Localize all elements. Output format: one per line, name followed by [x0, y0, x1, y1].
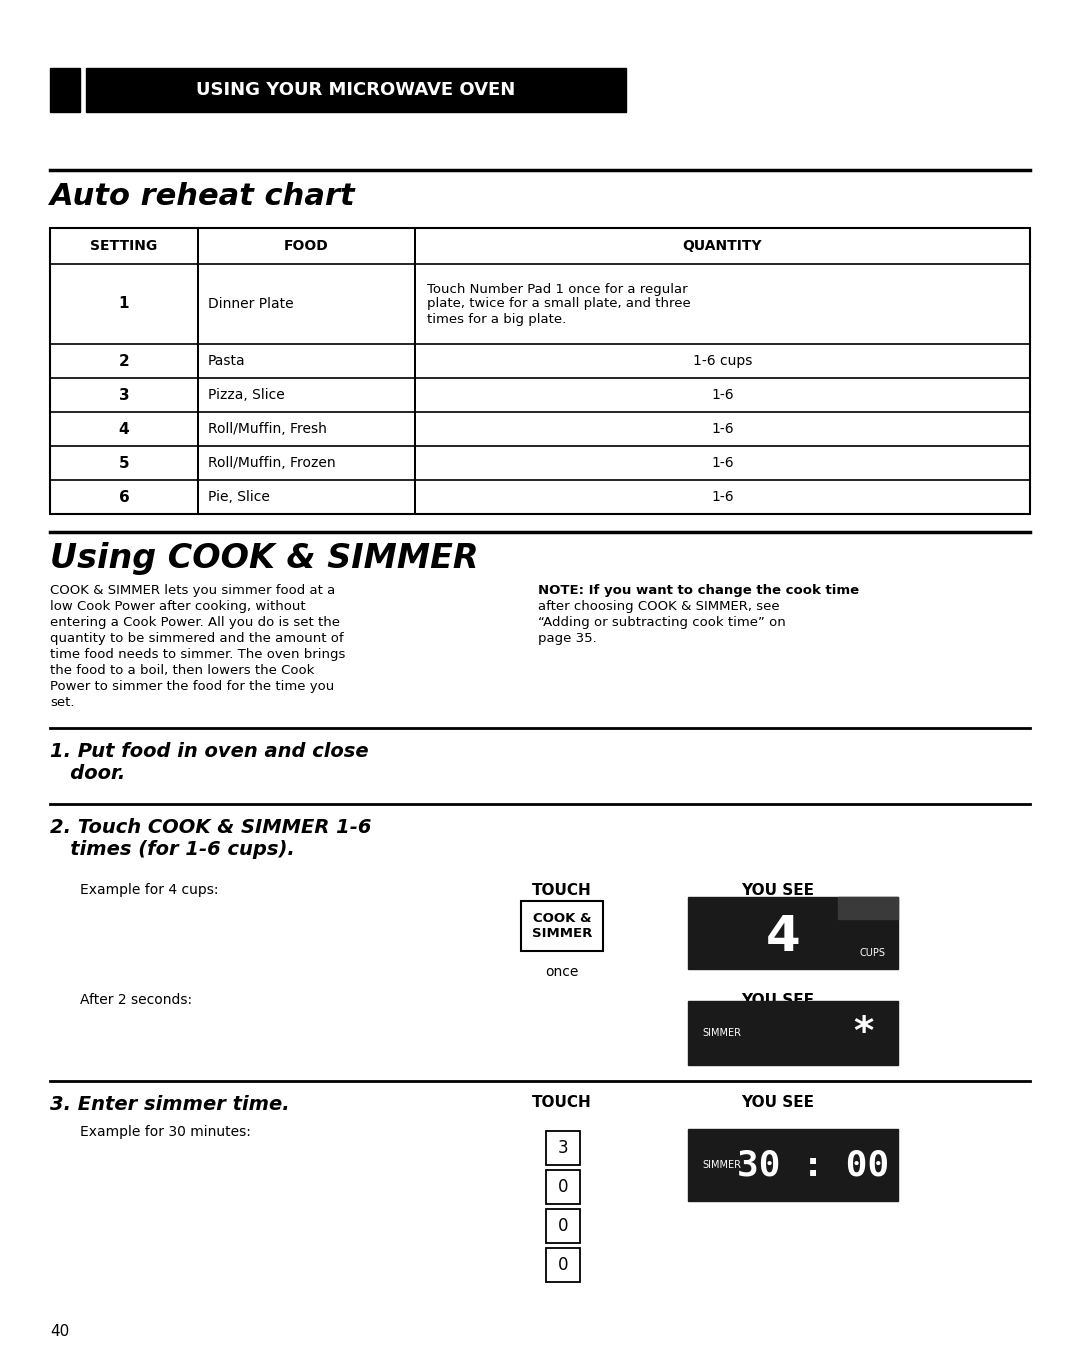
Text: 6: 6	[119, 489, 130, 504]
Text: Touch Number Pad 1 once for a regular: Touch Number Pad 1 once for a regular	[427, 283, 688, 295]
Text: after choosing COOK & SIMMER, see: after choosing COOK & SIMMER, see	[538, 600, 780, 612]
Text: 0: 0	[557, 1217, 568, 1234]
Text: Using COOK & SIMMER: Using COOK & SIMMER	[50, 541, 478, 576]
Text: Dinner Plate: Dinner Plate	[208, 297, 294, 312]
Text: TOUCH: TOUCH	[532, 883, 592, 898]
Bar	[546, 1248, 580, 1282]
Text: CUPS: CUPS	[860, 947, 886, 958]
Text: COOK & SIMMER lets you simmer food at a: COOK & SIMMER lets you simmer food at a	[50, 584, 335, 597]
Text: 1-6: 1-6	[712, 457, 733, 470]
Text: SIMMER: SIMMER	[531, 927, 592, 940]
Text: SIMMER: SIMMER	[702, 1161, 741, 1170]
Bar	[521, 901, 603, 951]
Text: *: *	[853, 1014, 873, 1053]
Text: Pizza, Slice: Pizza, Slice	[208, 388, 285, 402]
Text: set.: set.	[50, 696, 75, 709]
Text: 30 : 00: 30 : 00	[737, 1148, 889, 1182]
Text: 2. Touch COOK & SIMMER 1-6: 2. Touch COOK & SIMMER 1-6	[50, 817, 372, 837]
Text: 4: 4	[119, 421, 130, 436]
Text: NOTE: If you want to change the cook time: NOTE: If you want to change the cook tim…	[538, 584, 859, 597]
Bar	[688, 897, 897, 969]
Text: COOK &: COOK &	[532, 912, 591, 925]
Text: 1-6: 1-6	[712, 388, 733, 402]
Text: 3. Enter simmer time.: 3. Enter simmer time.	[50, 1095, 289, 1114]
Text: Pasta: Pasta	[208, 354, 245, 368]
Bar	[546, 1170, 580, 1204]
Text: the food to a boil, then lowers the Cook: the food to a boil, then lowers the Cook	[50, 664, 314, 677]
Text: low Cook Power after cooking, without: low Cook Power after cooking, without	[50, 600, 306, 612]
Text: FOOD: FOOD	[284, 239, 329, 253]
Text: times (for 1-6 cups).: times (for 1-6 cups).	[50, 839, 295, 858]
Bar	[688, 1001, 897, 1065]
Text: 0: 0	[557, 1256, 568, 1274]
Bar	[546, 1131, 580, 1165]
Text: QUANTITY: QUANTITY	[683, 239, 762, 253]
Text: Auto reheat chart: Auto reheat chart	[50, 182, 355, 211]
Text: 1-6: 1-6	[712, 489, 733, 504]
Text: page 35.: page 35.	[538, 632, 597, 645]
Text: Power to simmer the food for the time you: Power to simmer the food for the time yo…	[50, 679, 334, 693]
Text: YOU SEE: YOU SEE	[742, 883, 814, 898]
Text: SETTING: SETTING	[91, 239, 158, 253]
Text: TOUCH: TOUCH	[532, 1095, 592, 1110]
Text: door.: door.	[50, 764, 125, 783]
Text: 0: 0	[557, 1178, 568, 1196]
Text: 3: 3	[557, 1139, 568, 1156]
Bar	[86, 68, 626, 112]
Bar	[838, 897, 897, 919]
Text: Roll/Muffin, Fresh: Roll/Muffin, Fresh	[208, 422, 327, 436]
Text: 2: 2	[119, 354, 130, 369]
Text: USING YOUR MICROWAVE OVEN: USING YOUR MICROWAVE OVEN	[197, 81, 515, 98]
Bar	[546, 1208, 580, 1243]
Text: once: once	[545, 965, 579, 979]
Text: After 2 seconds:: After 2 seconds:	[80, 992, 192, 1007]
Bar	[50, 68, 80, 112]
Text: plate, twice for a small plate, and three: plate, twice for a small plate, and thre…	[427, 298, 691, 310]
Text: YOU SEE: YOU SEE	[742, 1095, 814, 1110]
Text: 4: 4	[766, 913, 800, 961]
Text: time food needs to simmer. The oven brings: time food needs to simmer. The oven brin…	[50, 648, 346, 662]
Text: 1-6: 1-6	[712, 422, 733, 436]
Text: Example for 30 minutes:: Example for 30 minutes:	[80, 1125, 251, 1139]
Text: entering a Cook Power. All you do is set the: entering a Cook Power. All you do is set…	[50, 617, 340, 629]
Text: times for a big plate.: times for a big plate.	[427, 313, 566, 325]
Text: “Adding or subtracting cook time” on: “Adding or subtracting cook time” on	[538, 617, 786, 629]
Text: quantity to be simmered and the amount of: quantity to be simmered and the amount o…	[50, 632, 343, 645]
Text: YOU SEE: YOU SEE	[742, 992, 814, 1007]
Text: Roll/Muffin, Frozen: Roll/Muffin, Frozen	[208, 457, 336, 470]
Text: SIMMER: SIMMER	[702, 1028, 741, 1038]
Text: Pie, Slice: Pie, Slice	[208, 489, 270, 504]
Text: 3: 3	[119, 387, 130, 402]
Bar	[50, 228, 1030, 514]
Bar	[688, 1129, 897, 1202]
Text: 1: 1	[119, 297, 130, 312]
Text: 5: 5	[119, 455, 130, 470]
Text: 1. Put food in oven and close: 1. Put food in oven and close	[50, 742, 368, 761]
Text: Example for 4 cups:: Example for 4 cups:	[80, 883, 218, 897]
Text: 40: 40	[50, 1325, 69, 1340]
Text: 1-6 cups: 1-6 cups	[692, 354, 752, 368]
